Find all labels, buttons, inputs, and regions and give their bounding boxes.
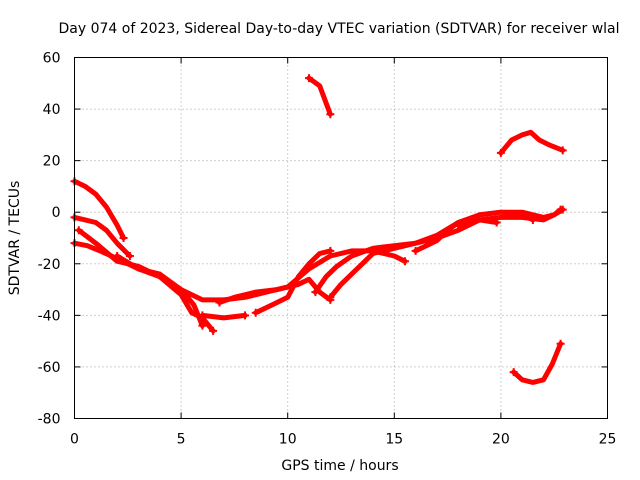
series-point-marker	[509, 368, 518, 377]
series-point-marker	[311, 288, 320, 297]
series-track-14	[498, 129, 566, 156]
x-axis-title: GPS time / hours	[281, 458, 398, 474]
series-point-marker	[326, 110, 335, 119]
y-tick-label: -80	[38, 412, 61, 428]
series-track-6	[199, 312, 248, 321]
series-point-marker	[305, 74, 314, 83]
x-tick-label: 10	[279, 432, 297, 448]
axis-ticks: 0 5 10 15 20 25 -80 -60 -40 -20 0 20 40 60	[38, 51, 617, 448]
series-point-marker	[241, 311, 250, 320]
series-track-3	[72, 240, 205, 329]
series-point-marker	[119, 234, 128, 242]
y-tick-label: -60	[38, 360, 61, 376]
y-tick-label: -20	[38, 257, 61, 273]
series-track-13	[306, 75, 333, 117]
series-point-marker	[326, 293, 335, 302]
series-point-marker	[492, 218, 501, 227]
series-track-1	[72, 178, 126, 241]
y-tick-label: 20	[43, 154, 61, 170]
series-point-marker	[558, 146, 567, 155]
series-track-15	[511, 341, 564, 385]
series-point-marker	[125, 252, 134, 261]
series-track-11	[413, 217, 500, 254]
x-tick-label: 15	[385, 432, 403, 448]
series-track-8	[253, 248, 333, 316]
y-tick-label: 40	[43, 102, 61, 118]
series-point-marker	[113, 252, 122, 261]
series-point-marker	[215, 298, 224, 307]
x-tick-label: 0	[70, 432, 79, 448]
series-layer	[70, 74, 567, 385]
plot-frame	[74, 57, 608, 419]
series-point-marker	[74, 226, 83, 235]
series-track-10	[327, 207, 566, 300]
x-tick-label: 20	[492, 432, 510, 448]
y-tick-label: -40	[38, 308, 61, 324]
series-point-marker	[496, 148, 505, 157]
series-point-marker	[411, 246, 420, 255]
series-track-2	[72, 214, 133, 259]
series-point-marker	[251, 308, 260, 317]
series-point-marker	[209, 326, 218, 335]
series-point-marker	[528, 215, 537, 224]
y-axis-title: SDTVAR / TECUs	[7, 181, 23, 296]
series-point-marker	[400, 257, 409, 266]
chart-title: Day 074 of 2023, Sidereal Day-to-day VTE…	[58, 21, 619, 37]
x-tick-label: 5	[177, 432, 186, 448]
series-point-marker	[454, 221, 463, 230]
series-point-marker	[556, 339, 565, 348]
series-point-marker	[198, 311, 207, 320]
series-point-marker	[198, 321, 207, 330]
y-tick-label: 0	[52, 205, 61, 221]
y-tick-label: 60	[43, 51, 61, 67]
series-point-marker	[558, 205, 567, 214]
x-tick-label: 25	[599, 432, 617, 448]
series-track-12	[455, 209, 536, 228]
series-point-marker	[326, 246, 335, 255]
grid	[74, 57, 608, 419]
